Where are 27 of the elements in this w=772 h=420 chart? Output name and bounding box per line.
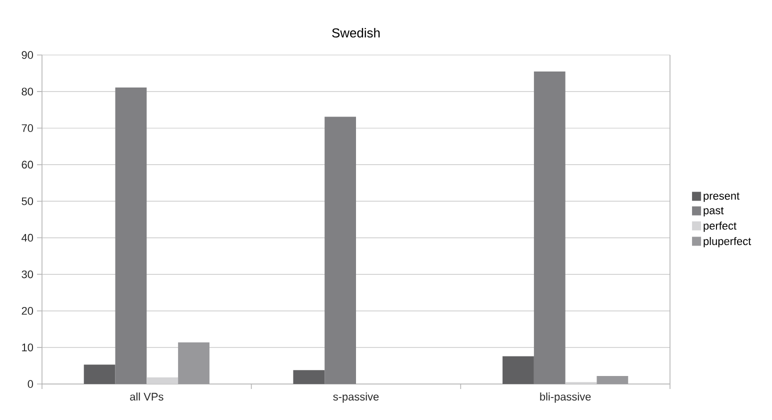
x-tick-label: bli-passive: [540, 392, 591, 403]
bar: [146, 377, 178, 384]
y-tick-label: 90: [22, 51, 34, 59]
bar: [534, 71, 566, 384]
y-tick-label: 20: [22, 307, 34, 315]
x-tick-label: all VPs: [130, 392, 164, 401]
x-tick-label: s-passive: [333, 392, 379, 403]
y-tick-label: 50: [22, 197, 34, 206]
legend-label: past: [704, 207, 724, 216]
chart-title: Swedish: [332, 28, 380, 38]
y-tick-label: 0: [28, 380, 34, 388]
legend-label: pluperfect: [704, 237, 752, 248]
bar: [596, 376, 628, 384]
bar: [502, 356, 534, 384]
legend-label: present: [704, 192, 740, 202]
y-tick-label: 40: [22, 234, 34, 242]
y-tick-label: 70: [22, 124, 34, 132]
legend-label: perfect: [704, 222, 736, 232]
bar: [115, 88, 147, 384]
bar: [324, 116, 356, 384]
bar: [84, 364, 116, 384]
bar: [178, 342, 210, 384]
bar: [293, 370, 325, 384]
y-tick-label: 30: [22, 270, 34, 278]
y-tick-label: 60: [22, 160, 34, 169]
y-tick-label: 80: [22, 88, 34, 96]
y-tick-label: 10: [22, 344, 34, 352]
